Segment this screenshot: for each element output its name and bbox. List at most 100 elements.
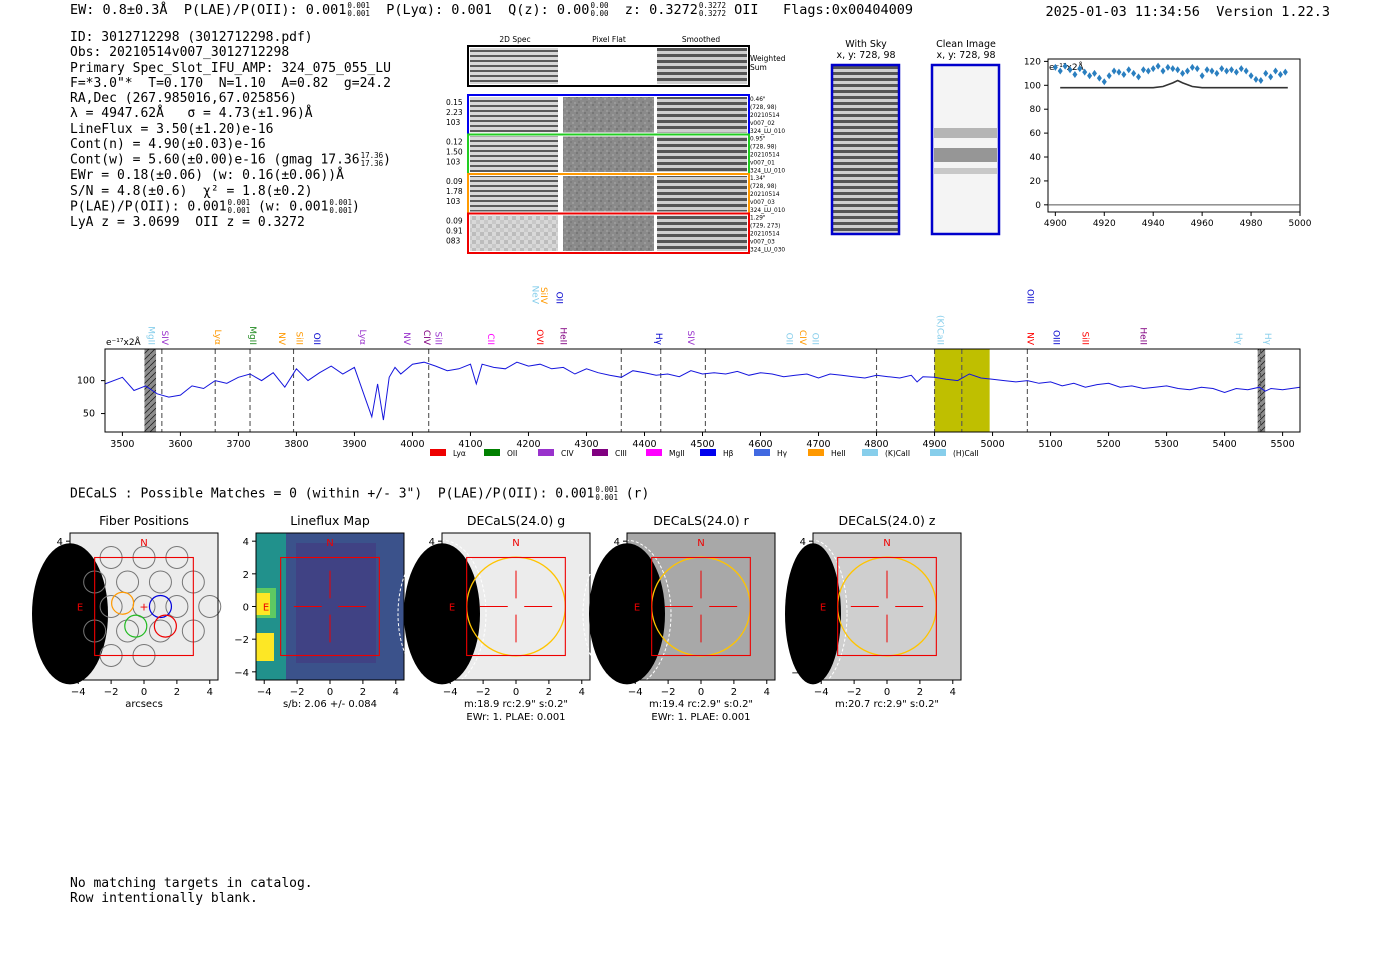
col-pixel-flat: Pixel Flat (592, 35, 626, 44)
panel-ytick-label: −2 (791, 635, 806, 646)
zoom-data-point (1087, 72, 1093, 80)
panel-title: DECaLS(24.0) z (839, 513, 936, 528)
spec-xtick-label: 4300 (574, 439, 598, 450)
zoom-data-point (1228, 66, 1234, 74)
zoom-data-point (1243, 67, 1249, 75)
panel-ytick-label: −2 (420, 635, 435, 646)
legend-label: CIV (561, 449, 574, 458)
panel-ytick-label: 0 (614, 603, 620, 614)
panel-xtick-label: −2 (661, 687, 676, 698)
col-smoothed: Smoothed (682, 35, 721, 44)
zoom-data-point (1199, 72, 1205, 80)
zoom-data-point (1067, 66, 1073, 74)
zoom-data-point (1184, 67, 1190, 75)
panel-subtitle-1: arcsecs (125, 699, 163, 710)
decals-panel-3: DECaLS(24.0) g N E −4 −4 −2 −2 0 0 2 2 4 4 m:18.9 rc:… (397, 513, 591, 723)
legend-swatch (484, 449, 500, 456)
spec-xtick-label: 5300 (1154, 439, 1178, 450)
info-lyaz: LyA z = 3.0699 OII z = 0.3272 (70, 214, 305, 230)
fiber-smoothed (657, 215, 747, 251)
spectrum-legend: Lyα OII CIV CIII MgII Hβ Hγ HeII (K)CaII (H)CaII (430, 449, 979, 458)
line-id-label: CIV (797, 330, 807, 346)
fiber-circle-orange (111, 591, 135, 615)
panel-xtick-label: 4 (393, 687, 399, 698)
zoom-xtick-label: 4900 (1044, 219, 1067, 229)
panel-xtick-label: 0 (698, 687, 704, 698)
clean-xy: x, y: 728, 98 (936, 50, 995, 61)
weighted-frame (467, 45, 750, 87)
z-value: z: 0.3272 (624, 2, 698, 18)
qz-value: Q(z): 0.00 (508, 2, 590, 18)
north-label: N (697, 538, 704, 549)
search-box (466, 556, 566, 657)
panel-ytick-label: 4 (800, 537, 806, 548)
panel-subtitle-1: m:19.4 rc:2.9" s:0.2" (649, 699, 753, 710)
panel-xtick-label: −4 (628, 687, 643, 698)
fiber-meta-r2: (728, 98) (750, 105, 777, 111)
zoom-data-point (1233, 68, 1239, 76)
zoom-data-point (1263, 69, 1269, 77)
search-box (837, 556, 937, 657)
weighted-2d-spec (470, 48, 558, 84)
fiber-meta-r4: v007_01 (750, 161, 775, 167)
col-2d-spec: 2D Spec (499, 35, 530, 44)
legend-label: (H)CaII (953, 449, 979, 458)
panel-xtick-label: 0 (884, 687, 890, 698)
spec-xtick-label: 4700 (806, 439, 830, 450)
panel-ytick-label: 4 (57, 537, 63, 548)
legend-swatch (700, 449, 716, 456)
panel-xtick-label: 2 (174, 687, 180, 698)
panel-ytick-label: 2 (243, 570, 249, 581)
panel-xtick-label: −2 (476, 687, 491, 698)
panel-ytick-label: −2 (605, 635, 620, 646)
spec-xtick-label: 4000 (400, 439, 424, 450)
plae-value: P(LAE)/P(OII): 0.001 (183, 2, 347, 18)
fiber-meta-r4: v007_03 (750, 200, 775, 206)
info-plae-lower: 0.001 (227, 205, 251, 215)
panel-ytick-label: 2 (429, 570, 435, 581)
panel-xtick-label: 4 (207, 687, 213, 698)
zoom-data-point (1057, 67, 1063, 75)
legend-swatch (862, 449, 878, 456)
fiber-circle (198, 595, 222, 618)
zoom-ytick-label: 80 (1030, 105, 1042, 115)
fiber-meta-r3: 20210514 (750, 153, 780, 159)
legend-label: MgII (669, 449, 685, 458)
legend-swatch (430, 449, 446, 456)
weighted-label-1: Weighted (750, 54, 786, 63)
timestamp: 2025-01-03 11:34:56 (1045, 4, 1200, 20)
zoom-xtick-label: 4960 (1191, 219, 1214, 229)
info-contn: Cont(n) = 4.90(±0.03)e-16 (70, 137, 266, 153)
zoom-data-point (1248, 72, 1254, 80)
line-id-label: OVI (534, 329, 544, 345)
fiber-meta-r1: 1.29" (750, 216, 766, 222)
ew-value: EW: 0.8±0.3Å (70, 2, 168, 18)
spec-xtick-label: 3900 (342, 439, 366, 450)
zoom-data-point (1258, 77, 1264, 85)
panel-xtick-label: −4 (71, 687, 86, 698)
with-sky-image (832, 65, 899, 234)
panel-xtick-label: −2 (104, 687, 119, 698)
legend-swatch (930, 449, 946, 456)
fiber-weight: 0.09 (446, 217, 463, 226)
spectrum-frame (104, 348, 1301, 433)
search-box (651, 556, 751, 657)
fiber-throughput: 1.50 (446, 148, 463, 157)
zoom-xtick-label: 4940 (1142, 219, 1165, 229)
panel-ytick-label: 4 (243, 537, 249, 548)
decals-panel-2: Lineflux Map N E −4 −4 −2 −2 0 0 2 2 4 4 s/b: 2.06 +/… (234, 513, 405, 710)
legend-swatch (538, 449, 554, 456)
panel-xtick-label: 2 (360, 687, 366, 698)
spec-ytick-label: 100 (77, 376, 95, 387)
panel-xtick-label: 2 (546, 687, 552, 698)
info-ewr: EWr = 0.18(±0.06) (w: 0.16(±0.06))Å (70, 168, 344, 184)
decals-panels: Fiber Positions + N E −4 −4 −2 −2 0 0 2 2 4 4 arcsecs L… (32, 513, 962, 723)
fiber-meta-r4: v007_03 (750, 240, 775, 246)
fiber-throughput: 0.91 (446, 227, 463, 236)
zoom-data-point (1175, 66, 1181, 74)
zoom-data-point (1224, 67, 1230, 75)
zoom-data-point (1082, 68, 1088, 76)
